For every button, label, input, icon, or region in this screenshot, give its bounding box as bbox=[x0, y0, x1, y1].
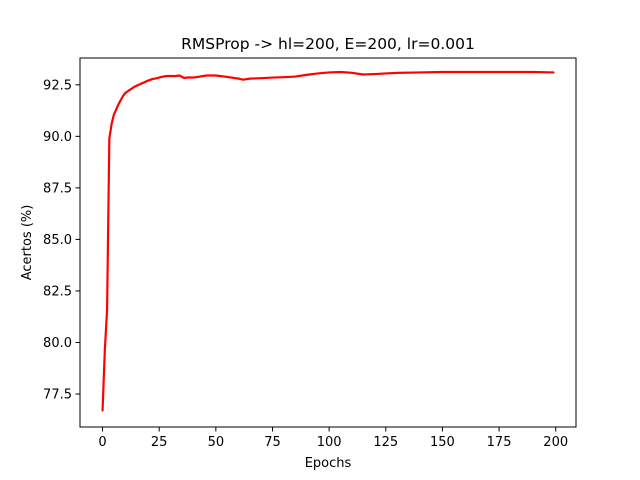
y-tick-label: 85.0 bbox=[43, 233, 72, 248]
y-tick-label: 92.5 bbox=[43, 78, 72, 93]
x-axis-label: Epochs bbox=[305, 456, 352, 471]
x-axis-ticks: 0 25 50 75 100 125 150 175 200 bbox=[98, 427, 568, 450]
x-tick-label: 75 bbox=[264, 435, 281, 450]
x-tick-label: 50 bbox=[208, 435, 225, 450]
y-tick-label: 82.5 bbox=[43, 284, 72, 299]
x-tick-label: 175 bbox=[487, 435, 512, 450]
x-tick-label: 0 bbox=[98, 435, 106, 450]
y-tick-label: 80.0 bbox=[43, 336, 72, 351]
x-tick-label: 100 bbox=[317, 435, 342, 450]
x-tick-label: 125 bbox=[373, 435, 398, 450]
chart-title: RMSProp -> hl=200, E=200, lr=0.001 bbox=[181, 35, 475, 53]
y-tick-label: 77.5 bbox=[43, 388, 72, 403]
x-tick-label: 200 bbox=[543, 435, 568, 450]
y-axis-label: Acertos (%) bbox=[20, 205, 35, 281]
y-axis-ticks: 77.5 80.0 82.5 85.0 87.5 90.0 92.5 bbox=[43, 78, 80, 403]
y-tick-label: 87.5 bbox=[43, 181, 72, 196]
x-tick-label: 25 bbox=[151, 435, 168, 450]
accuracy-series-line bbox=[101, 70, 555, 412]
x-tick-label: 150 bbox=[430, 435, 455, 450]
y-tick-label: 90.0 bbox=[43, 130, 72, 145]
plot-frame bbox=[79, 57, 577, 428]
